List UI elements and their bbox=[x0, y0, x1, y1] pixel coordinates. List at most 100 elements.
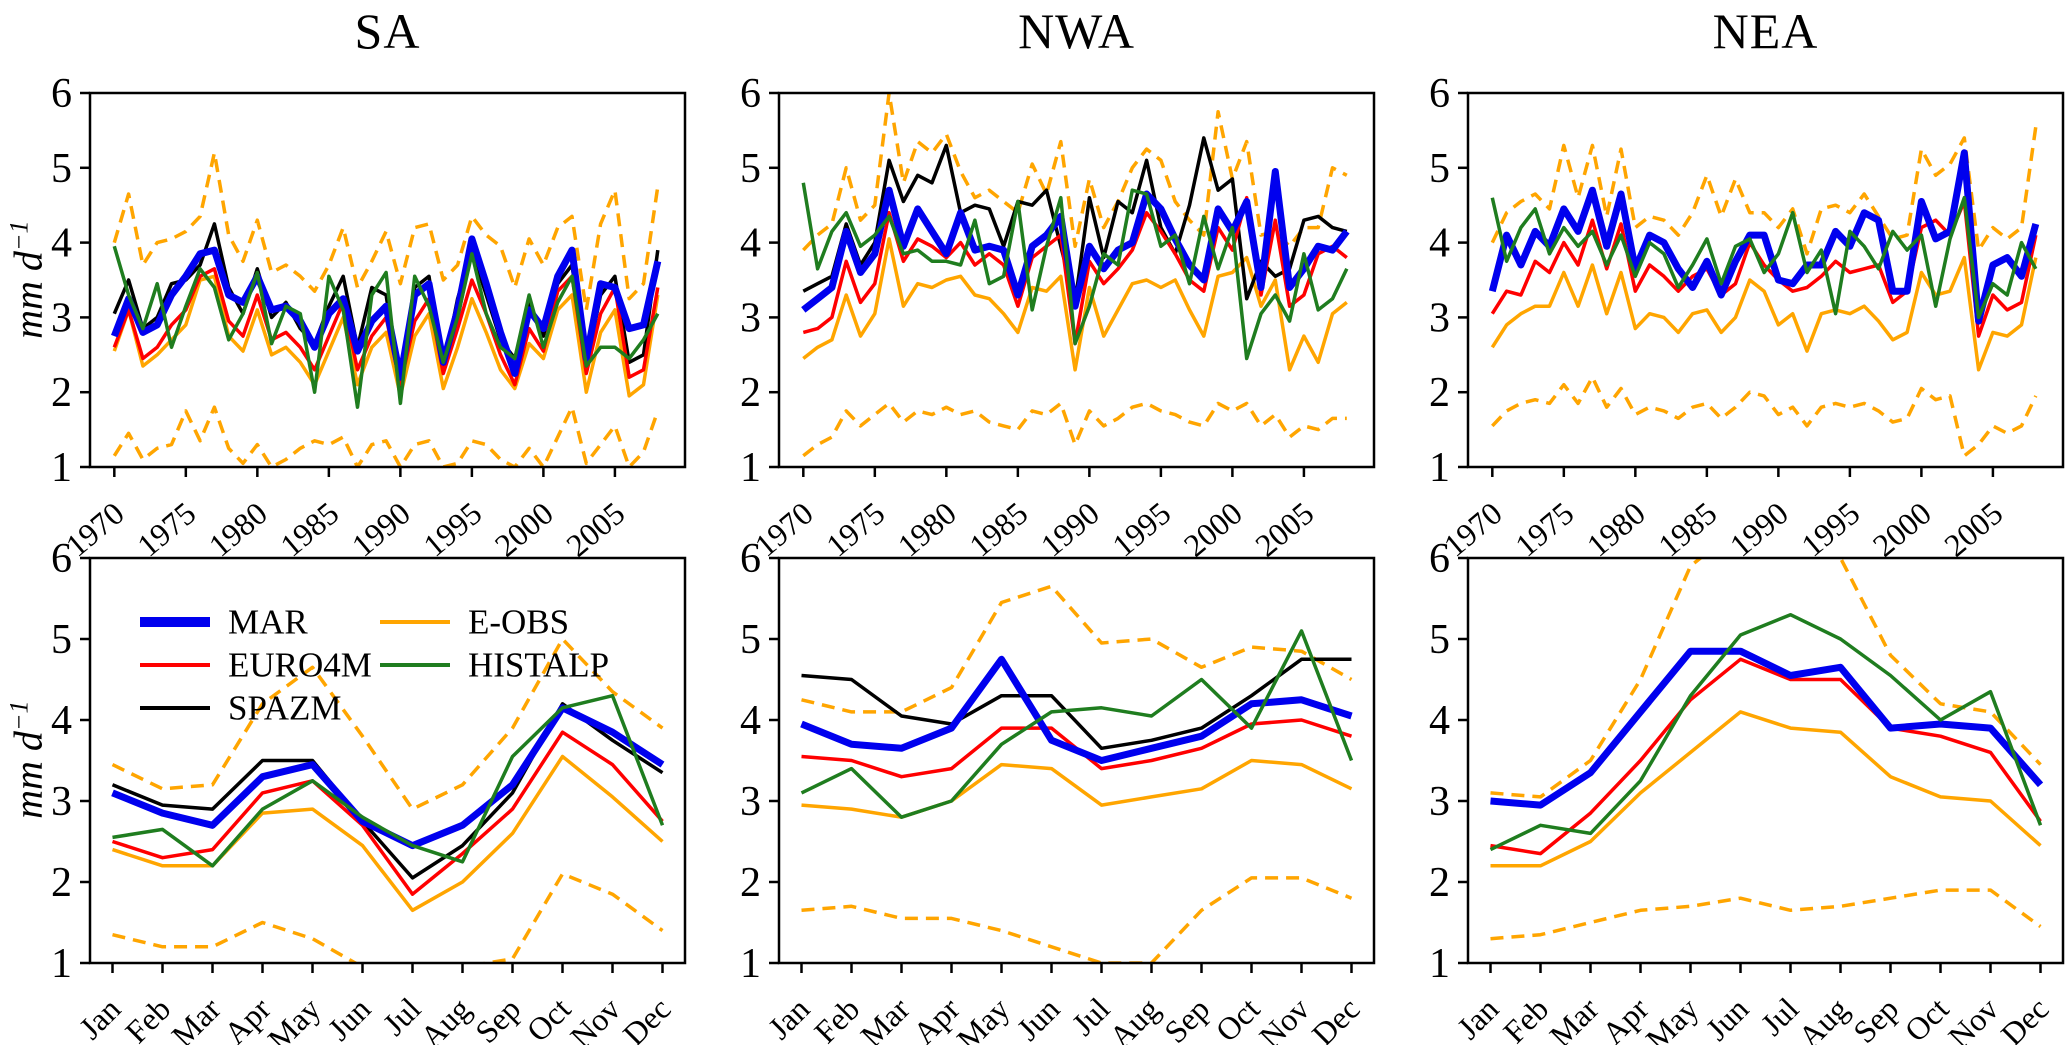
y-tick-label: 6 bbox=[51, 536, 72, 582]
y-tick-label: 5 bbox=[51, 617, 72, 663]
x-tick-label: Feb bbox=[1496, 990, 1555, 1045]
legend-label-euro4m: EURO4M bbox=[228, 646, 372, 685]
chart-nea-monthly: 654321JanFebMarAprMayJunJulAugSepOctNovD… bbox=[1429, 536, 2065, 1045]
y-tick-label: 3 bbox=[740, 295, 761, 341]
y-tick-label: 1 bbox=[740, 445, 761, 491]
x-tick-label: Jun bbox=[1699, 990, 1756, 1045]
x-tick-label: Mar bbox=[164, 990, 227, 1045]
series-histalp bbox=[800, 629, 1354, 819]
series-e-obs-lower-bound bbox=[112, 405, 660, 467]
series-e-obs bbox=[801, 758, 1353, 819]
y-tick-label: 5 bbox=[1429, 617, 1450, 663]
series-e-obs bbox=[1490, 710, 2042, 868]
y-tick-label: 2 bbox=[51, 860, 72, 906]
y-tick-label: 2 bbox=[740, 860, 761, 906]
series-e-obs bbox=[802, 237, 1348, 372]
y-tick-label: 3 bbox=[740, 779, 761, 825]
series-e-obs-upper-bound bbox=[1490, 126, 2038, 256]
series-mar bbox=[111, 235, 662, 381]
x-tick-label: Sep bbox=[468, 990, 527, 1045]
x-tick-label: Mar bbox=[853, 990, 916, 1045]
series-mar bbox=[800, 655, 1353, 764]
x-tick-label: Jun bbox=[321, 990, 378, 1045]
y-tick-label: 6 bbox=[1429, 71, 1450, 117]
y-tick-label: 4 bbox=[51, 221, 72, 267]
panel-title-sa: SA bbox=[354, 3, 421, 59]
x-tick-label: Dec bbox=[616, 990, 678, 1045]
plot-box bbox=[1466, 556, 2065, 965]
y-tick-label: 5 bbox=[1429, 146, 1450, 192]
y-tick-label: 2 bbox=[51, 370, 72, 416]
x-tick-label: Feb bbox=[807, 990, 866, 1045]
y-tick-label: 1 bbox=[51, 941, 72, 987]
series-e-obs-lower-bound bbox=[801, 876, 1353, 963]
y-tick-label: 1 bbox=[51, 445, 72, 491]
series-e-obs bbox=[112, 274, 660, 398]
y-tick-label: 3 bbox=[51, 779, 72, 825]
y-tick-label: 3 bbox=[1429, 779, 1450, 825]
x-tick-label: Sep bbox=[1157, 990, 1216, 1045]
x-tick-label: Sep bbox=[1846, 990, 1905, 1045]
y-tick-label: 4 bbox=[51, 698, 72, 744]
series-e-obs bbox=[1490, 255, 2038, 372]
legend-label-spazm: SPAZM bbox=[228, 689, 342, 728]
series-mar bbox=[801, 168, 1350, 313]
y-tick-label: 1 bbox=[1429, 941, 1450, 987]
series-e-obs-upper-bound bbox=[112, 151, 660, 312]
x-tick-label: Jan bbox=[72, 990, 128, 1045]
y-tick-label: 5 bbox=[51, 146, 72, 192]
plot-box bbox=[1466, 91, 2065, 469]
series-mar bbox=[1490, 647, 2044, 809]
y-tick-label: 6 bbox=[740, 71, 761, 117]
y-tick-label: 4 bbox=[740, 221, 761, 267]
series-euro4m bbox=[1490, 657, 2042, 856]
y-tick-label: 4 bbox=[740, 698, 761, 744]
chart-sa-monthly: 654321JanFebMarAprMayJunJulAugSepOctNovD… bbox=[51, 536, 687, 1045]
series-spazm bbox=[801, 657, 1352, 751]
y-tick-label: 6 bbox=[1429, 536, 1450, 582]
series-histalp bbox=[112, 693, 665, 868]
legend-label-mar: MAR bbox=[228, 603, 308, 642]
x-tick-label: Oct bbox=[1897, 990, 1955, 1045]
series-e-obs-lower-bound bbox=[112, 872, 664, 963]
chart-nwa-monthly: 654321JanFebMarAprMayJunJulAugSepOctNovD… bbox=[740, 536, 1376, 1045]
panel-title-nwa: NWA bbox=[1018, 3, 1135, 59]
y-tick-label: 4 bbox=[1429, 698, 1450, 744]
x-tick-label: Oct bbox=[1208, 990, 1266, 1045]
x-tick-label: Dec bbox=[1994, 990, 2056, 1045]
series-e-obs-lower-bound bbox=[1491, 375, 2038, 458]
series-histalp bbox=[801, 182, 1349, 361]
y-tick-label: 6 bbox=[740, 536, 761, 582]
y-tick-label: 5 bbox=[740, 617, 761, 663]
x-tick-label: Feb bbox=[118, 990, 177, 1045]
plot-box bbox=[88, 91, 687, 469]
y-tick-label: 1 bbox=[1429, 445, 1450, 491]
y-tick-label: 3 bbox=[1429, 295, 1450, 341]
x-tick-label: Jan bbox=[1450, 990, 1506, 1045]
y-tick-label: 5 bbox=[740, 146, 761, 192]
x-tick-label: Dec bbox=[1305, 990, 1367, 1045]
x-tick-label: Jun bbox=[1010, 990, 1067, 1045]
series-e-obs bbox=[111, 754, 664, 913]
x-tick-label: Jan bbox=[761, 990, 817, 1045]
y-tick-label: 6 bbox=[51, 71, 72, 117]
plot-box bbox=[777, 91, 1376, 469]
plot-box bbox=[88, 556, 687, 965]
y-tick-label: 1 bbox=[740, 941, 761, 987]
legend-label-histalp: HISTALP bbox=[468, 646, 609, 685]
series-histalp bbox=[112, 245, 660, 409]
legend-label-e-obs: E-OBS bbox=[468, 603, 569, 642]
series-e-obs-upper-bound bbox=[111, 637, 664, 811]
y-tick-label: 4 bbox=[1429, 221, 1450, 267]
y-tick-label: 2 bbox=[1429, 860, 1450, 906]
y-tick-label: 2 bbox=[1429, 370, 1450, 416]
panel-title-nea: NEA bbox=[1712, 3, 1819, 59]
x-tick-label: Mar bbox=[1542, 990, 1605, 1045]
series-e-obs-lower-bound bbox=[1490, 888, 2042, 941]
series-mar bbox=[111, 704, 665, 850]
plot-box bbox=[777, 556, 1376, 965]
